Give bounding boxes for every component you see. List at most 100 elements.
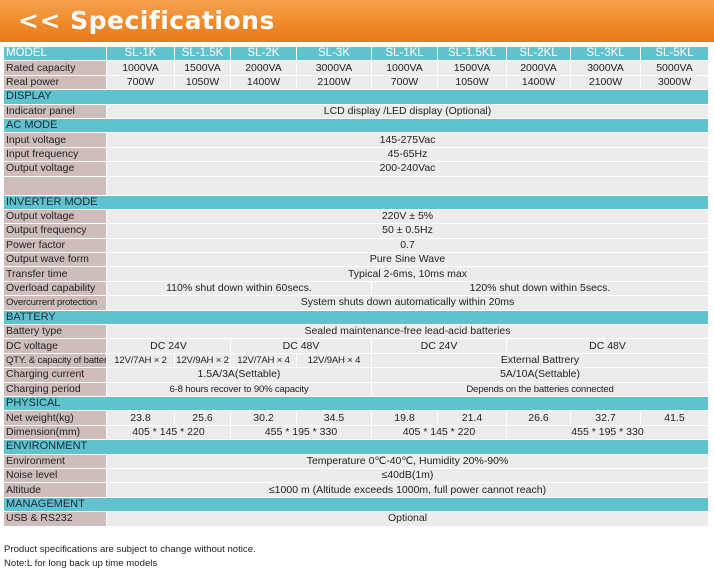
table-cell: 5000VA xyxy=(640,60,709,76)
table-cell: 1000VA xyxy=(106,60,175,76)
table-cell: 1050W xyxy=(174,74,231,91)
row-label: Dimension(mm) xyxy=(3,424,107,441)
transfer-time-row: Transfer time Typical 2-6ms, 10ms max xyxy=(3,266,709,282)
dimension-row: Dimension(mm) 405 * 145 * 220 455 * 195 … xyxy=(3,424,709,441)
row-label: QTY. & capacity of battery xyxy=(3,352,107,369)
real-power-row: Real power 700W 1050W 1400W 2100W 700W 1… xyxy=(3,74,709,91)
footnote-model-note: Note:L for long back up time models xyxy=(4,558,158,569)
charging-current-row: Charging current 1.5A/3A(Settable) 5A/10… xyxy=(3,367,709,383)
row-label xyxy=(3,175,107,196)
table-cell: 3000VA xyxy=(570,60,641,76)
header-cell: SL-2KL xyxy=(506,45,571,62)
row-label: Real power xyxy=(3,74,107,91)
battery-qty-row: QTY. & capacity of battery 12V/7AH × 2 1… xyxy=(3,352,709,369)
table-cell: DC 48V xyxy=(230,338,372,354)
section-title: AC MODE xyxy=(3,117,709,134)
table-cell: 1400W xyxy=(230,74,297,91)
table-cell: 21.4 xyxy=(437,410,507,426)
header-cell: SL-5KL xyxy=(640,45,709,62)
table-cell: 1500VA xyxy=(174,60,231,76)
table-cell: 30.2 xyxy=(230,410,297,426)
header-cell: SL-1K xyxy=(106,45,175,62)
section-header-ac-mode: AC MODE xyxy=(3,117,709,134)
specifications-table: MODEL SL-1K SL-1.5K SL-2K SL-3K SL-1KL S… xyxy=(3,45,709,527)
section-header-management: MANAGEMENT xyxy=(3,496,709,513)
row-label: Indicator panel xyxy=(3,103,107,119)
section-header-inverter-mode: INVERTER MODE xyxy=(3,194,709,210)
table-cell: 5A/10A(Settable) xyxy=(371,367,709,383)
row-label: Output voltage xyxy=(3,161,107,177)
header-cell: SL-1KL xyxy=(371,45,438,62)
overcurrent-protection-row: Overcurrent protection System shuts down… xyxy=(3,295,709,311)
row-label: Output wave form xyxy=(3,252,107,268)
section-header-battery: BATTERY xyxy=(3,309,709,326)
table-cell: 34.5 xyxy=(296,410,372,426)
table-cell: DC 48V xyxy=(506,338,709,354)
row-label: Overcurrent protection xyxy=(3,295,107,311)
environment-row: Environment Temperature 0℃-40℃, Humidity… xyxy=(3,453,709,469)
section-title: DISPLAY xyxy=(3,89,709,105)
header-cell: SL-2K xyxy=(230,45,297,62)
table-cell: 41.5 xyxy=(640,410,709,426)
section-title: INVERTER MODE xyxy=(3,194,709,210)
table-cell: 6-8 hours recover to 90% capacity xyxy=(106,381,372,397)
table-cell: 110% shut down within 60secs. xyxy=(106,280,372,297)
header-cell: SL-3K xyxy=(296,45,372,62)
table-cell: DC 24V xyxy=(371,338,507,354)
table-cell: 12V/9AH × 2 xyxy=(174,352,231,369)
header-cell: SL-1.5KL xyxy=(437,45,507,62)
table-cell: External Battrery xyxy=(371,352,709,369)
input-voltage-row: Input voltage 145-275Vac xyxy=(3,132,709,148)
section-header-physical: PHYSICAL xyxy=(3,395,709,412)
charging-period-row: Charging period 6-8 hours recover to 90%… xyxy=(3,381,709,397)
row-label: Charging current xyxy=(3,367,107,383)
table-cell: 0.7 xyxy=(106,237,709,254)
indicator-panel-row: Indicator panel LCD display /LED display… xyxy=(3,103,709,119)
table-cell: Pure Sine Wave xyxy=(106,252,709,268)
page-title: << Specifications xyxy=(18,6,275,35)
battery-type-row: Battery type Sealed maintenance-free lea… xyxy=(3,324,709,340)
table-cell: 2100W xyxy=(570,74,641,91)
table-cell: ≤1000 m (Altitude exceeds 1000m, full po… xyxy=(106,482,709,498)
table-cell: 2100W xyxy=(296,74,372,91)
row-label: Input voltage xyxy=(3,132,107,148)
header-cell: MODEL xyxy=(3,45,107,62)
altitude-row: Altitude ≤1000 m (Altitude exceeds 1000m… xyxy=(3,482,709,498)
table-cell: LCD display /LED display (Optional) xyxy=(106,103,709,119)
row-label: Altitude xyxy=(3,482,107,498)
row-label: Input frequency xyxy=(3,146,107,163)
table-cell: 2000VA xyxy=(506,60,571,76)
table-cell: 405 * 145 * 220 xyxy=(106,424,231,441)
table-cell: Optional xyxy=(106,511,709,527)
table-cell: 3000W xyxy=(640,74,709,91)
inverter-output-voltage-row: Output voltage 220V ± 5% xyxy=(3,208,709,225)
row-label: Battery type xyxy=(3,324,107,340)
row-label: DC voltage xyxy=(3,338,107,354)
table-cell: 23.8 xyxy=(106,410,175,426)
row-label: Output frequency xyxy=(3,223,107,239)
rated-capacity-row: Rated capacity 1000VA 1500VA 2000VA 3000… xyxy=(3,60,709,76)
table-cell: 32.7 xyxy=(570,410,641,426)
table-cell xyxy=(106,175,709,196)
table-cell: 1000VA xyxy=(371,60,438,76)
blank-row xyxy=(3,175,709,196)
section-title: ENVIRONMENT xyxy=(3,439,709,455)
table-cell: 1050W xyxy=(437,74,507,91)
power-factor-row: Power factor 0.7 xyxy=(3,237,709,254)
table-cell: 45-65Hz xyxy=(106,146,709,163)
table-cell: Depends on the batteries connected xyxy=(371,381,709,397)
header-cell: SL-1.5K xyxy=(174,45,231,62)
row-label: Net weight(kg) xyxy=(3,410,107,426)
table-cell: ≤40dB(1m) xyxy=(106,467,709,484)
table-cell: 3000VA xyxy=(296,60,372,76)
overload-capability-row: Overload capability 110% shut down withi… xyxy=(3,280,709,297)
net-weight-row: Net weight(kg) 23.8 25.6 30.2 34.5 19.8 … xyxy=(3,410,709,426)
table-cell: DC 24V xyxy=(106,338,231,354)
section-title: BATTERY xyxy=(3,309,709,326)
output-wave-form-row: Output wave form Pure Sine Wave xyxy=(3,252,709,268)
table-cell: 405 * 145 * 220 xyxy=(371,424,507,441)
usb-rs232-row: USB & RS232 Optional xyxy=(3,511,709,527)
section-title: MANAGEMENT xyxy=(3,496,709,513)
row-label: Charging period xyxy=(3,381,107,397)
table-cell: 25.6 xyxy=(174,410,231,426)
